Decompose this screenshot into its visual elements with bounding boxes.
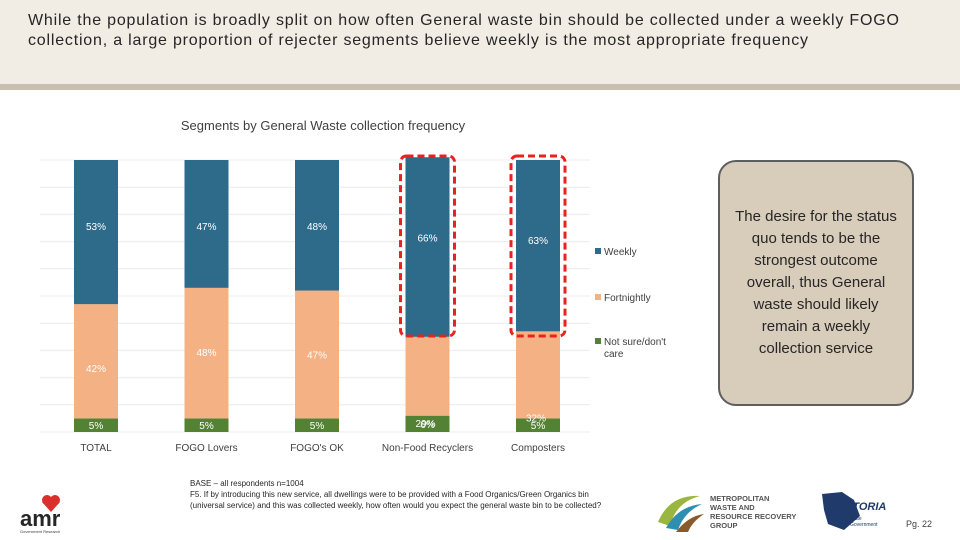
category-label: FOGO's OK: [290, 443, 344, 454]
data-label: 53%: [86, 222, 106, 233]
page-number: Pg. 22: [906, 519, 933, 529]
bar-fogo-lovers-1: [184, 287, 229, 419]
labels-layer: 5% 42% 53% TOTAL 5% 48% 47% FOGO Lovers 5% 47% 48%…: [80, 154, 567, 454]
data-label: 48%: [307, 222, 327, 233]
chart-title: Segments by General Waste collection fre…: [181, 118, 466, 133]
mwrrg-swoosh-icon: [658, 495, 704, 532]
amr-logo-text: amr: [20, 506, 61, 531]
mwrrg-line-2: WASTE AND: [710, 503, 755, 512]
legend-swatch: [595, 294, 601, 300]
data-label: 47%: [196, 222, 216, 233]
mwrrg-line-4: GROUP: [710, 521, 738, 530]
bar-fogo-lovers-0: [184, 418, 229, 432]
data-label: 6%: [420, 420, 435, 431]
data-label: 47%: [307, 351, 327, 362]
category-label: TOTAL: [80, 443, 112, 454]
victoria-logo: VICTORIA State Government: [822, 492, 886, 530]
bar-total-2: [74, 160, 118, 305]
mwrrg-logo: METROPOLITAN WASTE AND RESOURCE RECOVERY…: [658, 494, 796, 532]
data-label: 42%: [86, 364, 106, 375]
legend-label: care: [604, 349, 624, 360]
bar-fogo-s-ok-1: [295, 290, 339, 419]
category-label: Composters: [511, 443, 565, 454]
data-label: 66%: [417, 233, 437, 244]
data-label: 5%: [531, 421, 546, 432]
data-label: 5%: [89, 421, 104, 432]
victoria-logo-sub-1: State: [850, 516, 862, 522]
data-label: 48%: [196, 348, 216, 359]
data-label: 5%: [199, 421, 214, 432]
footnote: BASE – all respondents n=1004 F5. If by …: [190, 478, 610, 511]
bars-layer: [40, 157, 590, 433]
footnote-base: BASE – all respondents n=1004: [190, 479, 304, 488]
stacked-bar-chart: Segments by General Waste collection fre…: [40, 118, 666, 454]
bar-composters-2: [516, 160, 560, 332]
category-label: FOGO Lovers: [175, 443, 237, 454]
legend-swatch: [595, 248, 601, 254]
page-title: While the population is broadly split on…: [28, 12, 900, 49]
bar-fogo-s-ok-2: [295, 160, 339, 291]
legend-label: Weekly: [604, 247, 637, 258]
bar-total-0: [74, 418, 118, 432]
bar-total-1: [74, 304, 118, 419]
bar-composters-1: [516, 331, 560, 419]
victoria-logo-text: VICTORIA: [834, 501, 886, 513]
highlight-box: [399, 154, 456, 338]
data-label: 32%: [526, 413, 546, 424]
bar-non-food-recyclers-2: [405, 157, 450, 337]
highlight-box: [509, 154, 567, 338]
amr-logo: amr Government Research: [20, 495, 61, 534]
victoria-map-icon: [822, 492, 860, 530]
callout-box: The desire for the status quo tends to b…: [718, 160, 914, 406]
callout-text: The desire for the status quo tends to b…: [735, 208, 897, 357]
data-label: 63%: [528, 236, 548, 247]
header-divider: [0, 84, 960, 90]
amr-heart-icon: [42, 495, 60, 512]
mwrrg-line-3: RESOURCE RECOVERY: [710, 512, 796, 521]
data-label: 5%: [310, 421, 325, 432]
bar-fogo-s-ok-0: [295, 418, 339, 432]
legend-label: Not sure/don't: [604, 337, 666, 348]
data-label: 29%: [415, 419, 435, 430]
category-label: Non-Food Recyclers: [382, 443, 473, 454]
bar-composters-0: [516, 418, 560, 432]
bar-fogo-lovers-2: [184, 160, 229, 288]
legend-label: Fortnightly: [604, 293, 651, 304]
bar-non-food-recyclers-0: [405, 415, 450, 432]
footnote-question: F5. If by introducing this new service, …: [190, 490, 602, 510]
header-banner: While the population is broadly split on…: [0, 0, 960, 84]
amr-logo-tagline: Government Research: [20, 529, 60, 534]
mwrrg-line-1: METROPOLITAN: [710, 494, 769, 503]
legend-swatch: [595, 338, 601, 344]
bar-non-food-recyclers-1: [405, 336, 450, 416]
victoria-logo-sub-2: Government: [850, 522, 878, 528]
